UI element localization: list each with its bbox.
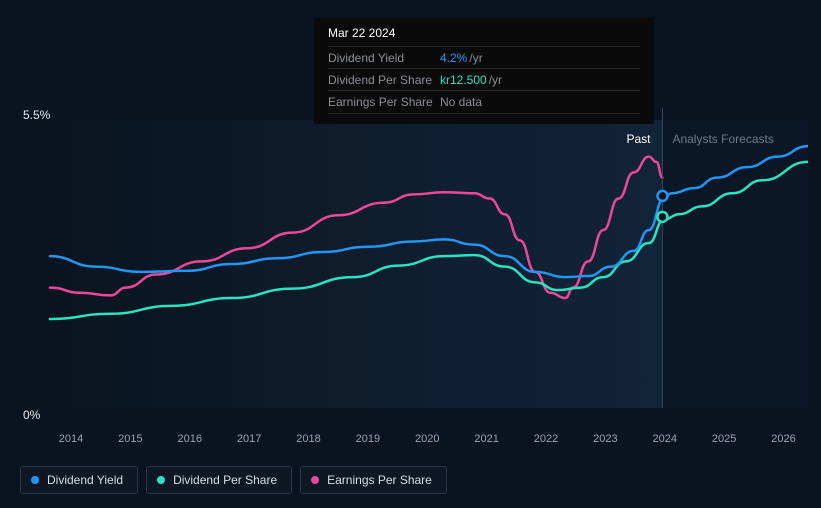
legend-chip-earnings-per-share[interactable]: Earnings Per Share: [300, 466, 447, 494]
x-tick-2022: 2022: [534, 433, 558, 445]
y-axis-max-label: 5.5%: [23, 108, 50, 122]
tooltip-row-key: Earnings Per Share: [328, 95, 440, 109]
x-tick-2014: 2014: [59, 433, 83, 445]
y-axis-min-label: 0%: [23, 408, 40, 422]
past-section-label: Past: [626, 132, 650, 146]
tooltip-row-2: Earnings Per ShareNo data: [328, 90, 640, 114]
legend-label: Dividend Yield: [47, 473, 123, 487]
tooltip-row-1: Dividend Per Sharekr12.500 /yr: [328, 68, 640, 90]
tooltip-row-0: Dividend Yield4.2% /yr: [328, 46, 640, 68]
x-tick-2017: 2017: [237, 433, 261, 445]
x-tick-2019: 2019: [356, 433, 380, 445]
legend-chip-dividend-per-share[interactable]: Dividend Per Share: [146, 466, 292, 494]
legend-label: Earnings Per Share: [327, 473, 432, 487]
tooltip-row-unit: /yr: [489, 73, 502, 87]
tooltip-title: Mar 22 2024: [328, 26, 640, 46]
forecast-section-label: Analysts Forecasts: [672, 132, 773, 146]
tooltip-row-value: No data: [440, 95, 482, 109]
x-tick-2015: 2015: [118, 433, 142, 445]
legend-label: Dividend Per Share: [173, 473, 277, 487]
tooltip-row-key: Dividend Yield: [328, 51, 440, 65]
chart-plot-area: [20, 108, 808, 423]
tooltip-row-value: kr12.500: [440, 73, 487, 87]
legend-dot: [31, 476, 39, 484]
chart-tooltip: Mar 22 2024 Dividend Yield4.2% /yrDivide…: [314, 18, 654, 124]
legend-dot: [311, 476, 319, 484]
legend-chip-dividend-yield[interactable]: Dividend Yield: [20, 466, 138, 494]
tooltip-row-key: Dividend Per Share: [328, 73, 440, 87]
x-tick-2016: 2016: [177, 433, 201, 445]
x-tick-2018: 2018: [296, 433, 320, 445]
x-tick-2026: 2026: [771, 433, 795, 445]
tooltip-row-unit: /yr: [469, 51, 482, 65]
x-tick-2023: 2023: [593, 433, 617, 445]
legend: Dividend Yield Dividend Per Share Earnings…: [20, 466, 447, 494]
chart-svg: [20, 108, 808, 423]
legend-dot: [157, 476, 165, 484]
x-tick-2024: 2024: [653, 433, 677, 445]
x-tick-2020: 2020: [415, 433, 439, 445]
tooltip-row-value: 4.2%: [440, 51, 467, 65]
x-tick-2025: 2025: [712, 433, 736, 445]
x-tick-2021: 2021: [474, 433, 498, 445]
